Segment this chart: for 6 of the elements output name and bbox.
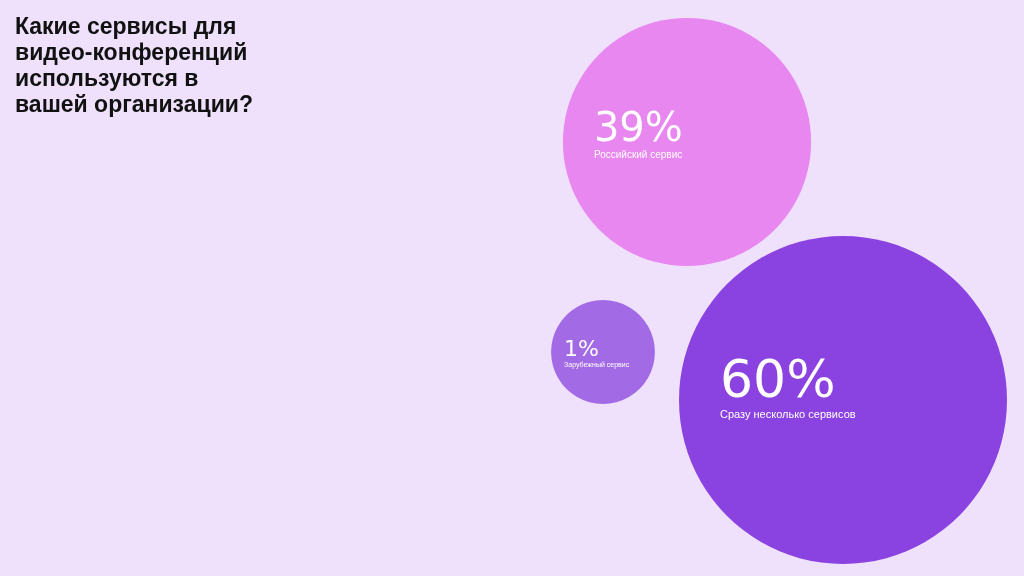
category-label: Российский сервис (593, 149, 683, 161)
data-label: 1% (564, 336, 599, 362)
data-label: 39% (593, 103, 683, 150)
category-label: Сразу несколько сервисов (720, 408, 856, 421)
data-label: 60% (720, 349, 836, 410)
text: Какие сервисы для видео-конференций используются в вашей организации? (15, 13, 254, 117)
